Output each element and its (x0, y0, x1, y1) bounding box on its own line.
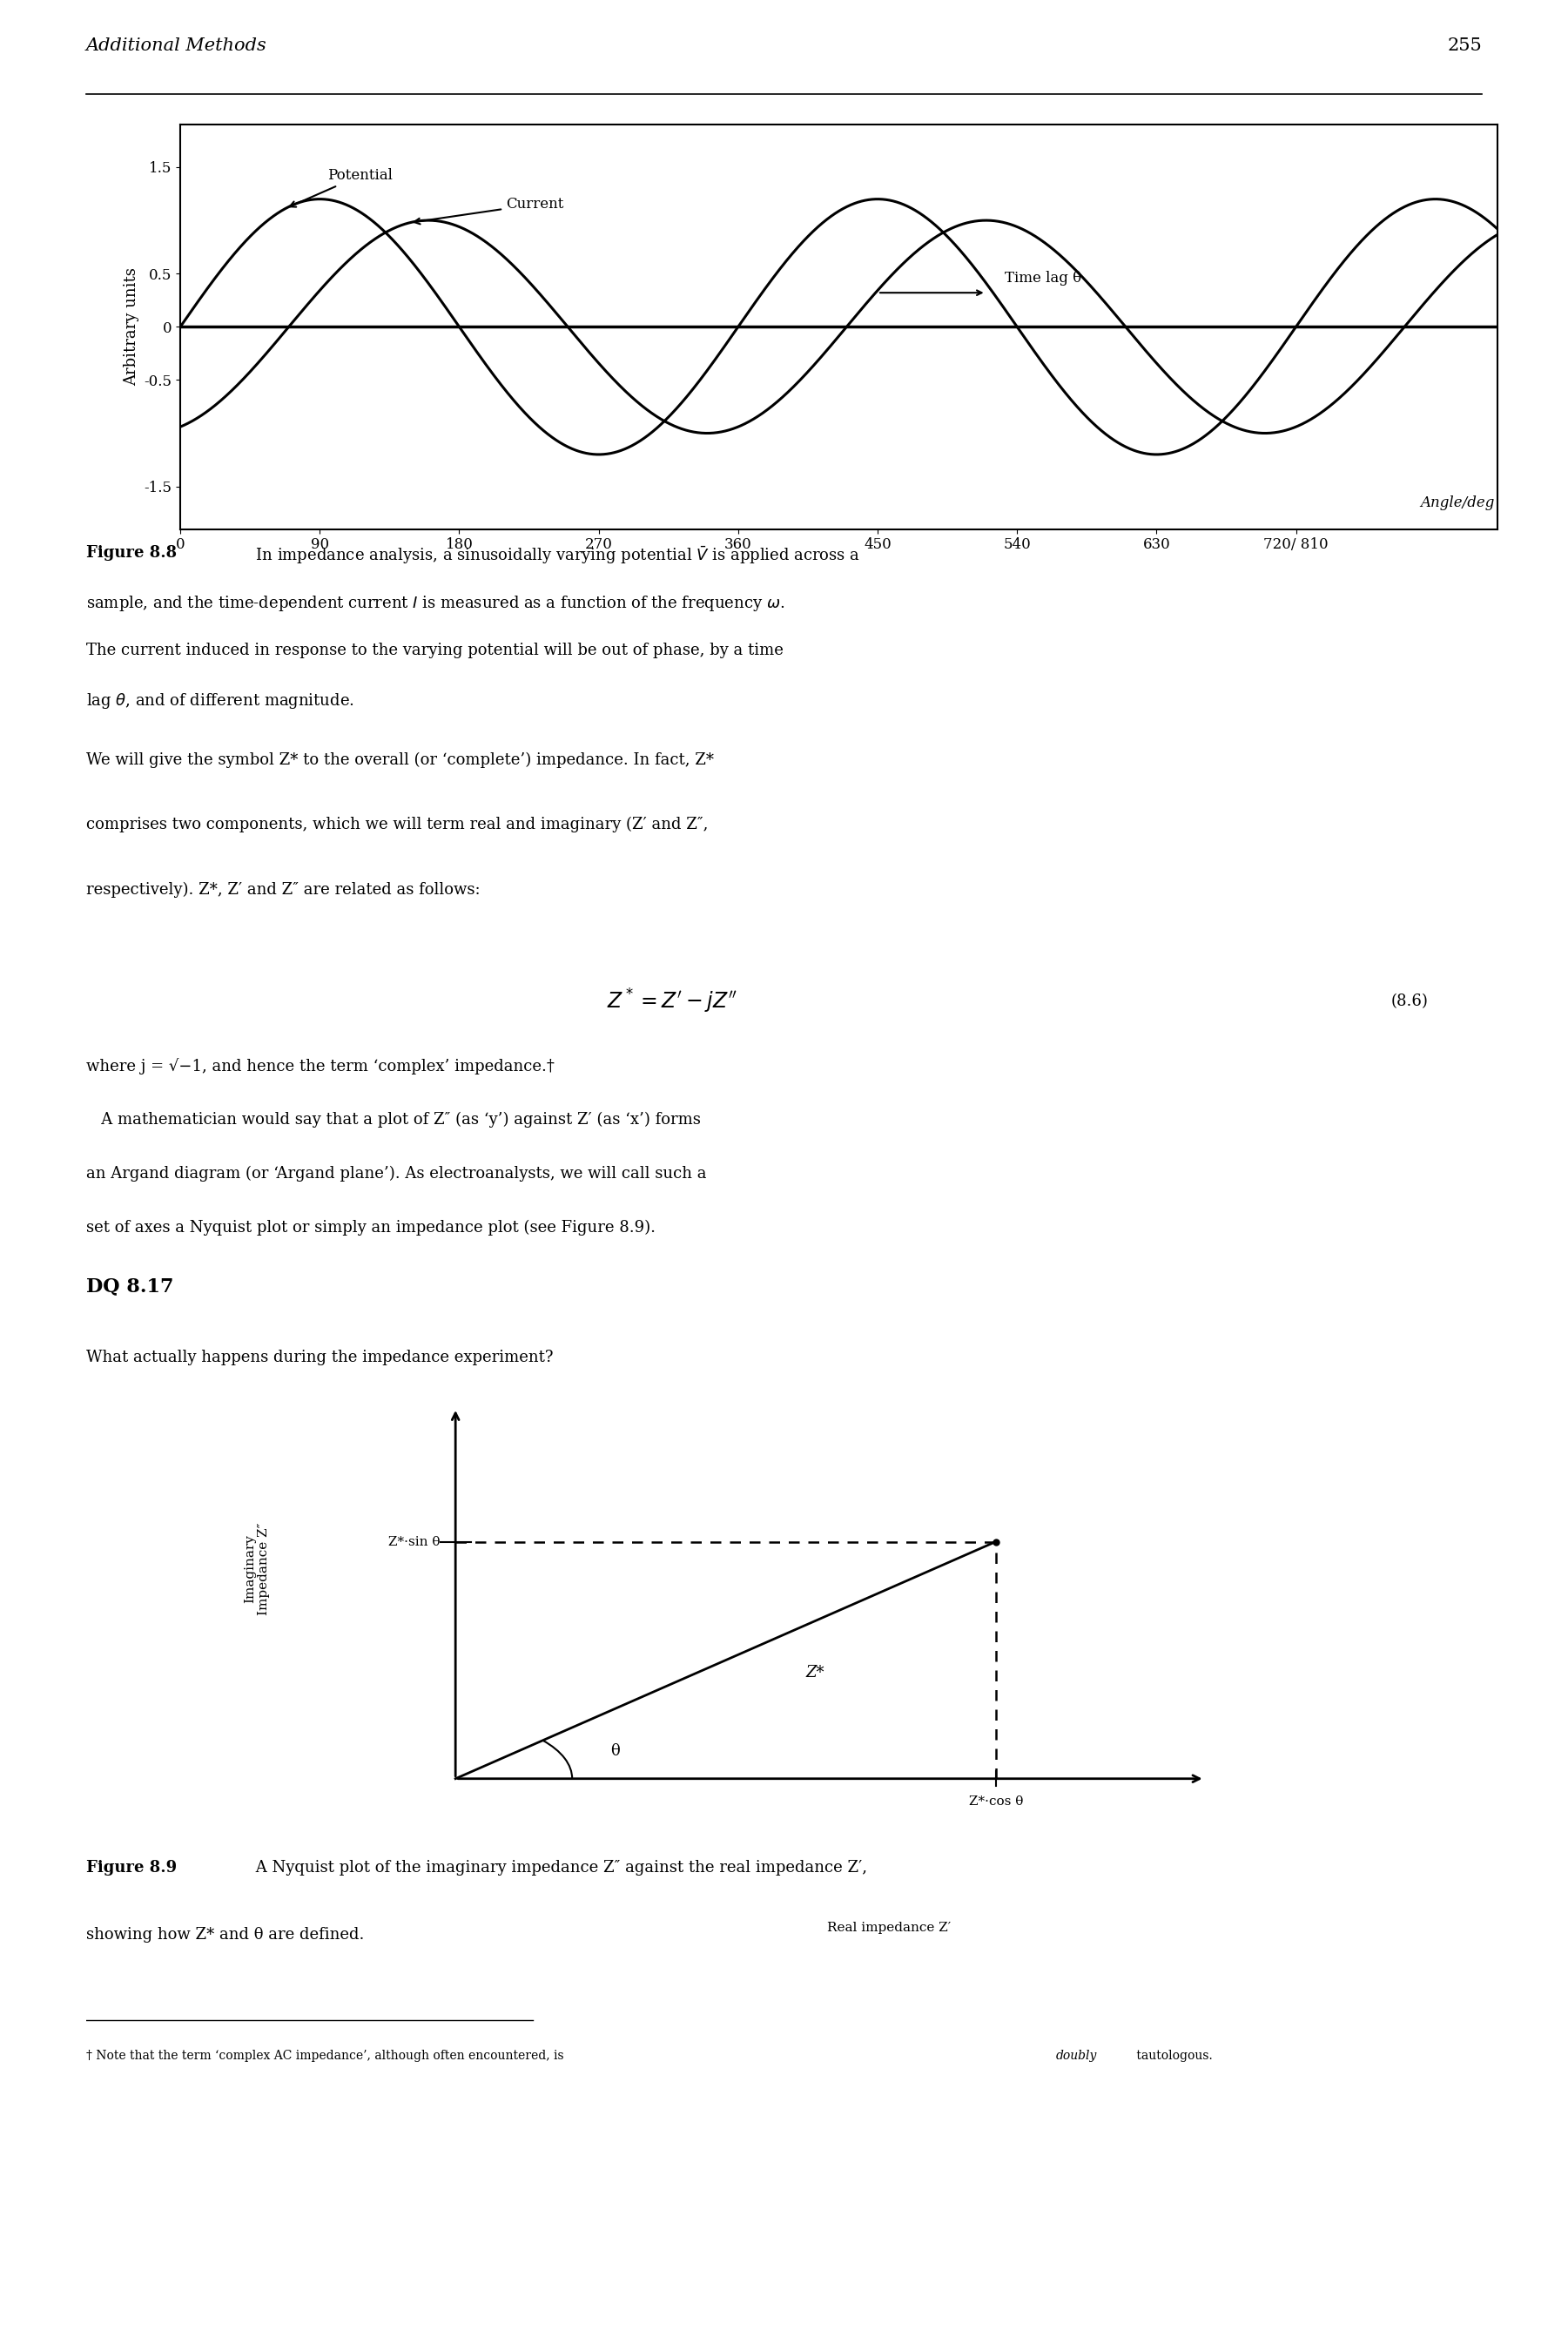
Text: an Argand diagram (or ‘Argand plane’). As electroanalysts, we will call such a: an Argand diagram (or ‘Argand plane’). A… (86, 1166, 707, 1183)
Text: Imaginary
Impedance Z″: Imaginary Impedance Z″ (245, 1523, 270, 1615)
Text: set of axes a Nyquist plot or simply an impedance plot (see Figure 8.9).: set of axes a Nyquist plot or simply an … (86, 1220, 655, 1237)
Text: (8.6): (8.6) (1391, 994, 1428, 1009)
Text: lag $\theta$, and of different magnitude.: lag $\theta$, and of different magnitude… (86, 691, 354, 710)
Text: Z*·sin θ: Z*·sin θ (389, 1535, 441, 1547)
Text: sample, and the time-dependent current $I$ is measured as a function of the freq: sample, and the time-dependent current $… (86, 595, 784, 614)
Text: respectively). Z*, Z′ and Z″ are related as follows:: respectively). Z*, Z′ and Z″ are related… (86, 882, 480, 898)
Text: doubly: doubly (1057, 2050, 1098, 2062)
Text: In impedance analysis, a sinusoidally varying potential $\bar{V}$ is applied acr: In impedance analysis, a sinusoidally va… (251, 545, 861, 567)
Text: Real impedance Z′: Real impedance Z′ (828, 1921, 952, 1933)
Text: θ: θ (610, 1744, 619, 1759)
Text: comprises two components, which we will term real and imaginary (Z′ and Z″,: comprises two components, which we will … (86, 816, 709, 832)
Text: showing how Z* and θ are defined.: showing how Z* and θ are defined. (86, 1928, 364, 1942)
Text: Potential: Potential (290, 169, 392, 207)
Text: Figure 8.9: Figure 8.9 (86, 1860, 177, 1876)
Text: Z*·cos θ: Z*·cos θ (969, 1796, 1022, 1808)
Text: A mathematician would say that a plot of Z″ (as ‘y’) against Z′ (as ‘x’) forms: A mathematician would say that a plot of… (86, 1112, 701, 1128)
Text: $Z^* = Z' - jZ''$: $Z^* = Z' - jZ''$ (607, 987, 739, 1016)
Text: 255: 255 (1447, 38, 1482, 54)
Text: Time lag θ: Time lag θ (1005, 270, 1082, 284)
Text: Angle/deg: Angle/deg (1421, 496, 1494, 510)
Text: A Nyquist plot of the imaginary impedance Z″ against the real impedance Z′,: A Nyquist plot of the imaginary impedanc… (251, 1860, 867, 1876)
Text: DQ 8.17: DQ 8.17 (86, 1277, 174, 1295)
Text: We will give the symbol Z* to the overall (or ‘complete’) impedance. In fact, Z*: We will give the symbol Z* to the overal… (86, 752, 713, 769)
Text: Additional Methods: Additional Methods (86, 38, 267, 54)
Text: Current: Current (414, 197, 563, 223)
Text: † Note that the term ‘complex AC impedance’, although often encountered, is: † Note that the term ‘complex AC impedan… (86, 2050, 568, 2062)
Text: Figure 8.8: Figure 8.8 (86, 545, 177, 560)
Text: tautologous.: tautologous. (1134, 2050, 1212, 2062)
Text: The current induced in response to the varying potential will be out of phase, b: The current induced in response to the v… (86, 642, 784, 658)
Text: Z*: Z* (806, 1665, 825, 1681)
Text: What actually happens during the impedance experiment?: What actually happens during the impedan… (86, 1349, 554, 1366)
Text: where j = √−1, and hence the term ‘complex’ impedance.†: where j = √−1, and hence the term ‘compl… (86, 1058, 555, 1074)
Y-axis label: Arbitrary units: Arbitrary units (124, 268, 140, 386)
